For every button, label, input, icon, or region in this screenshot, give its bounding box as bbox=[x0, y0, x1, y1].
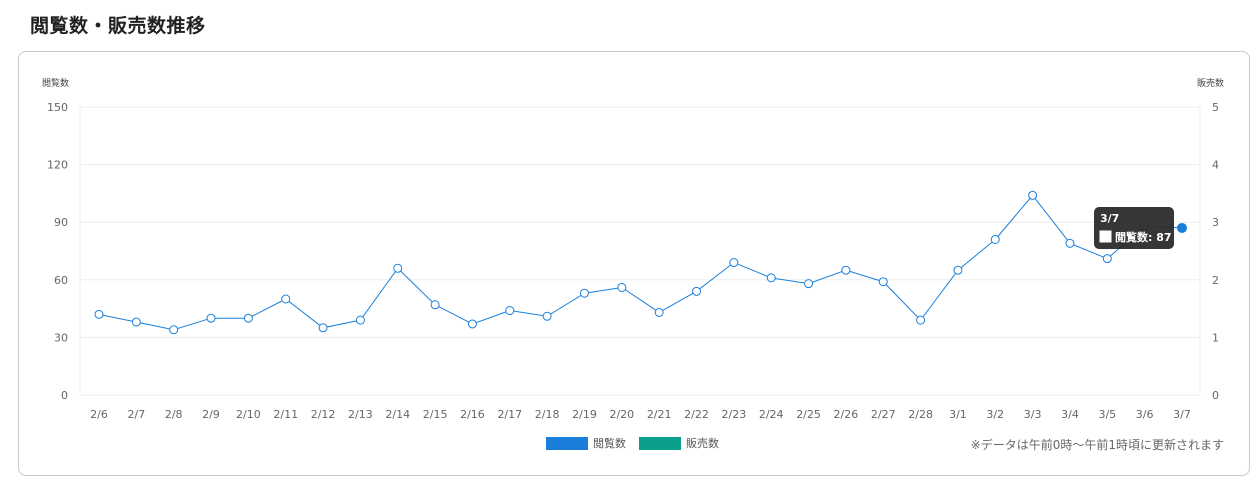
views-data-point[interactable] bbox=[729, 258, 739, 268]
right-tick-label: 4 bbox=[1212, 159, 1219, 172]
x-tick-label: 2/19 bbox=[572, 408, 597, 421]
left-tick-label: 120 bbox=[47, 159, 68, 172]
x-tick-label: 2/11 bbox=[273, 408, 298, 421]
views-data-point[interactable] bbox=[243, 313, 253, 323]
series-layer bbox=[94, 190, 1187, 335]
x-tick-label: 2/10 bbox=[236, 408, 261, 421]
views-data-point[interactable] bbox=[281, 294, 291, 304]
views-data-point[interactable] bbox=[579, 288, 589, 298]
right-tick-label: 1 bbox=[1212, 331, 1219, 344]
views-data-point[interactable] bbox=[766, 273, 776, 283]
views-data-point[interactable] bbox=[355, 315, 365, 325]
x-tick-label: 2/28 bbox=[908, 408, 933, 421]
views-data-point[interactable] bbox=[505, 306, 515, 316]
views-data-point[interactable] bbox=[654, 307, 664, 317]
right-axis-ticks: 5 4 3 2 1 0 bbox=[1212, 101, 1219, 402]
left-axis-ticks: 150 120 90 60 30 0 bbox=[47, 101, 68, 402]
views-data-point[interactable] bbox=[953, 265, 963, 275]
views-data-point[interactable] bbox=[804, 279, 814, 289]
x-tick-label: 3/5 bbox=[1098, 408, 1116, 421]
legend-swatch[interactable] bbox=[639, 437, 681, 450]
x-tick-label: 2/22 bbox=[684, 408, 709, 421]
x-tick-label: 2/15 bbox=[423, 408, 448, 421]
views-data-point[interactable] bbox=[1065, 238, 1075, 248]
tooltip-swatch bbox=[1099, 230, 1112, 243]
views-data-point[interactable] bbox=[878, 277, 888, 287]
x-tick-label: 3/1 bbox=[949, 408, 967, 421]
views-data-point[interactable] bbox=[916, 315, 926, 325]
x-tick-label: 2/18 bbox=[535, 408, 560, 421]
views-data-point[interactable] bbox=[430, 300, 440, 310]
right-tick-label: 5 bbox=[1212, 101, 1219, 114]
tooltip-box bbox=[1094, 207, 1174, 249]
x-tick-label: 2/13 bbox=[348, 408, 373, 421]
x-tick-label: 2/8 bbox=[165, 408, 183, 421]
page-title: 閲覧数・販売数推移 bbox=[30, 15, 206, 37]
x-tick-label: 2/24 bbox=[759, 408, 784, 421]
views-data-point[interactable] bbox=[318, 323, 328, 333]
views-data-point[interactable] bbox=[1177, 222, 1187, 233]
x-tick-label: 3/3 bbox=[1024, 408, 1042, 421]
legend-label[interactable]: 閲覧数 bbox=[593, 436, 626, 450]
x-tick-label: 2/21 bbox=[647, 408, 672, 421]
views-series-line bbox=[98, 194, 1183, 331]
x-axis-ticks: 2/6 2/7 2/8 2/9 2/10 2/11 2/12 2/13 2/14 2/15 2/16… bbox=[90, 408, 1191, 421]
views-data-point[interactable] bbox=[1028, 190, 1038, 200]
legend-swatch[interactable] bbox=[546, 437, 588, 450]
x-tick-label: 2/20 bbox=[609, 408, 634, 421]
legend[interactable]: 閲覧数 販売数 bbox=[546, 436, 719, 450]
views-data-point[interactable] bbox=[542, 311, 552, 321]
x-tick-label: 2/26 bbox=[834, 408, 859, 421]
views-data-point[interactable] bbox=[94, 309, 104, 319]
legend-label[interactable]: 販売数 bbox=[686, 437, 719, 450]
x-tick-label: 2/7 bbox=[127, 408, 145, 421]
x-tick-label: 2/25 bbox=[796, 408, 821, 421]
views-data-point[interactable] bbox=[990, 234, 1000, 244]
x-tick-label: 2/12 bbox=[311, 408, 336, 421]
views-data-point[interactable] bbox=[467, 319, 477, 329]
x-tick-label: 2/23 bbox=[722, 408, 747, 421]
left-axis-title: 閲覧数 bbox=[42, 77, 69, 89]
left-tick-label: 30 bbox=[54, 331, 68, 344]
right-tick-label: 2 bbox=[1212, 274, 1219, 287]
x-tick-label: 2/6 bbox=[90, 408, 108, 421]
views-data-point[interactable] bbox=[393, 263, 403, 273]
views-data-point[interactable] bbox=[131, 317, 141, 327]
update-note: ※データは午前0時〜午前1時頃に更新されます bbox=[970, 438, 1224, 452]
views-data-point[interactable] bbox=[169, 325, 179, 335]
right-tick-label: 0 bbox=[1212, 389, 1219, 402]
x-tick-label: 3/6 bbox=[1136, 408, 1154, 421]
tooltip-value: 閲覧数: 87 bbox=[1115, 230, 1172, 244]
left-tick-label: 150 bbox=[47, 101, 68, 114]
x-tick-label: 2/16 bbox=[460, 408, 485, 421]
x-tick-label: 3/7 bbox=[1173, 408, 1191, 421]
left-tick-label: 60 bbox=[54, 274, 68, 287]
views-data-point[interactable] bbox=[617, 282, 627, 292]
views-data-point[interactable] bbox=[841, 265, 851, 275]
views-data-point[interactable] bbox=[692, 286, 702, 296]
x-tick-label: 3/4 bbox=[1061, 408, 1079, 421]
tooltip: 3/7 閲覧数: 87 bbox=[1094, 207, 1174, 249]
left-tick-label: 90 bbox=[54, 216, 68, 229]
right-axis-title: 販売数 bbox=[1197, 77, 1224, 89]
x-tick-label: 2/27 bbox=[871, 408, 896, 421]
left-tick-label: 0 bbox=[61, 389, 68, 402]
views-data-point[interactable] bbox=[206, 313, 216, 323]
grid-lines bbox=[79, 106, 1201, 396]
x-tick-label: 2/14 bbox=[385, 408, 410, 421]
chart-card bbox=[18, 51, 1250, 476]
x-tick-label: 2/17 bbox=[497, 408, 522, 421]
views-data-point[interactable] bbox=[1102, 254, 1112, 264]
x-tick-label: 2/9 bbox=[202, 408, 220, 421]
x-tick-label: 3/2 bbox=[986, 408, 1004, 421]
tooltip-title: 3/7 bbox=[1100, 212, 1119, 225]
right-tick-label: 3 bbox=[1212, 216, 1219, 229]
